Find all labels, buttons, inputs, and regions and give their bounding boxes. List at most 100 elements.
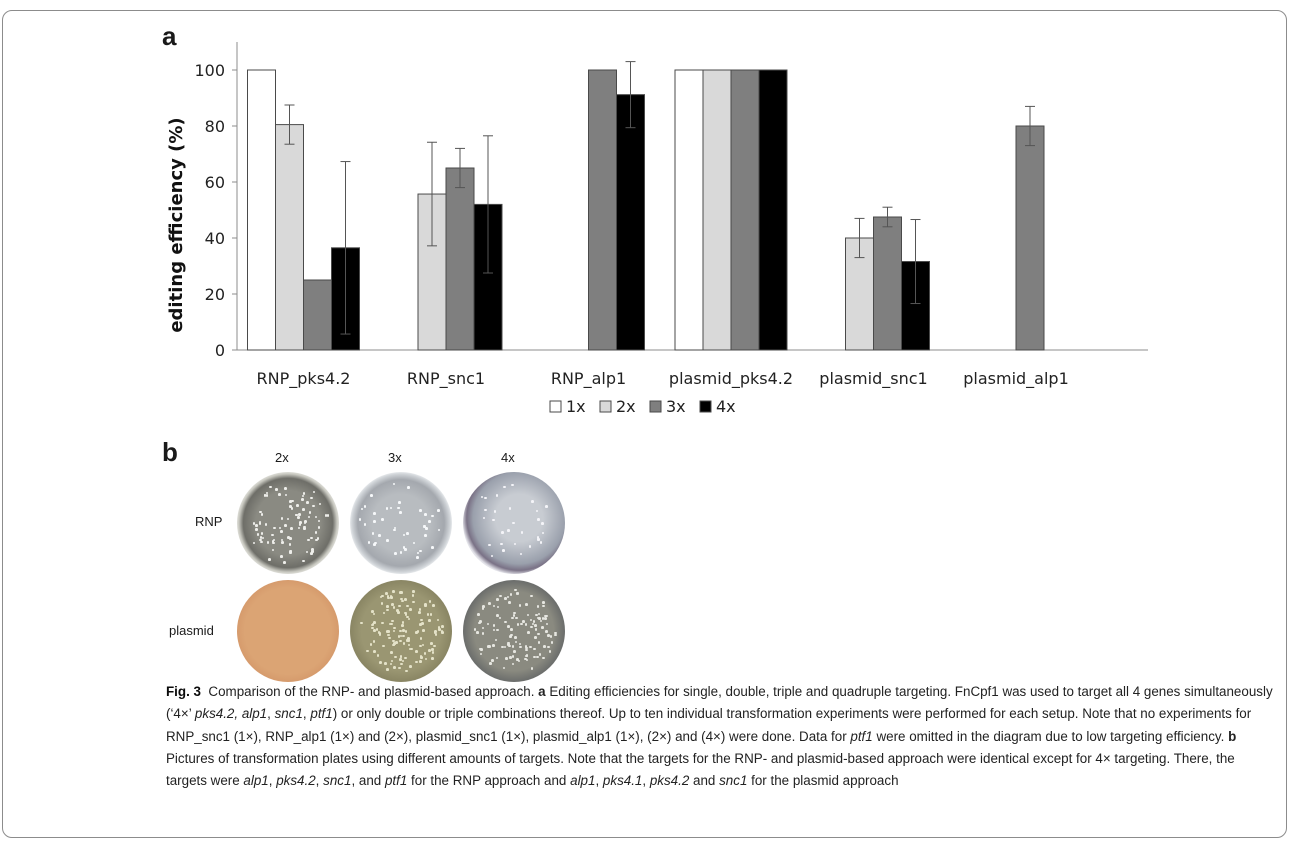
- colony-dot: [481, 605, 485, 608]
- colony-dot: [488, 602, 491, 605]
- colony-dot: [405, 639, 409, 642]
- colony-dot: [289, 550, 292, 553]
- colony-dot: [431, 648, 435, 651]
- colony-dot: [550, 641, 554, 644]
- colony-dot: [545, 505, 548, 508]
- colony-dot: [263, 494, 267, 497]
- colony-dot: [419, 623, 422, 626]
- colony-dot: [315, 538, 318, 542]
- legend-entry: 1x: [566, 397, 586, 416]
- caption-gene: snc1: [274, 706, 303, 722]
- colony-dot: [397, 635, 401, 638]
- colony-dot: [411, 593, 415, 597]
- colony-dot: [548, 650, 552, 653]
- colony-dot: [393, 528, 396, 532]
- colony-dot: [425, 526, 428, 530]
- colony-dot: [286, 517, 290, 521]
- colony-dot: [541, 617, 545, 620]
- colony-dot: [415, 650, 418, 654]
- colony-dot: [424, 534, 428, 538]
- colony-dot: [258, 522, 262, 526]
- colony-dot: [549, 635, 553, 639]
- colony-dot: [366, 649, 369, 653]
- colony-dot: [511, 616, 514, 620]
- colony-dot: [373, 629, 376, 633]
- colony-dot: [399, 511, 402, 514]
- colony-dot: [498, 616, 502, 620]
- colony-dot: [392, 482, 396, 486]
- plate-row-label: plasmid: [169, 623, 214, 638]
- colony-dot: [499, 594, 503, 598]
- colony-dot: [388, 622, 392, 626]
- colony-dot: [492, 604, 496, 608]
- colony-dot: [399, 629, 403, 633]
- colony-dot: [423, 652, 427, 655]
- colony-dot: [397, 506, 400, 510]
- colony-dot: [295, 513, 298, 517]
- colony-dot: [431, 651, 435, 654]
- colony-dot: [537, 612, 541, 616]
- colony-dot: [407, 639, 410, 642]
- colony-dot: [400, 624, 404, 627]
- colony-dot: [389, 506, 393, 510]
- colony-dot: [264, 523, 268, 526]
- plate-photo-rnp-4x: [463, 472, 565, 574]
- colony-dot: [256, 533, 260, 536]
- colony-dot: [547, 634, 551, 637]
- colony-dot: [478, 621, 481, 625]
- x-tick-label: RNP_snc1: [407, 369, 485, 389]
- colony-dot: [307, 515, 311, 519]
- colony-dot: [434, 630, 437, 633]
- colony-dot: [494, 638, 498, 642]
- colony-dot: [298, 513, 302, 516]
- colony-dot: [508, 601, 511, 604]
- colony-dot: [416, 630, 420, 633]
- colony-dot: [525, 658, 529, 662]
- colony-dot: [288, 543, 292, 546]
- colony-dot: [428, 519, 431, 523]
- caption-panel-b: b: [1228, 728, 1237, 744]
- colony-dot: [518, 604, 522, 607]
- colony-dot: [388, 636, 391, 640]
- colony-dot: [363, 523, 367, 527]
- colony-dot: [406, 532, 409, 535]
- bar: [674, 69, 704, 351]
- colony-dot: [542, 656, 546, 660]
- colony-dot: [438, 628, 441, 632]
- colony-dot: [314, 531, 318, 534]
- colony-dot: [431, 546, 434, 549]
- colony-dot: [385, 592, 388, 596]
- colony-dot: [317, 519, 321, 523]
- colony-dot: [376, 653, 380, 657]
- caption-gene: snc1: [323, 773, 352, 789]
- colony-dot: [508, 644, 511, 648]
- colony-dot: [403, 656, 407, 660]
- colony-dot: [306, 501, 309, 504]
- colony-dot: [429, 613, 433, 616]
- colony-dot: [271, 533, 274, 537]
- colony-dot: [441, 631, 444, 634]
- colony-dot: [259, 510, 262, 514]
- colony-dot: [516, 592, 520, 595]
- colony-dot: [299, 520, 302, 524]
- colony-dot: [528, 545, 532, 549]
- colony-dot: [394, 655, 397, 659]
- legend-swatch: [549, 400, 562, 413]
- caption-text: for the plasmid approach: [751, 773, 899, 789]
- colony-dot: [511, 645, 515, 648]
- colony-dot: [402, 546, 406, 549]
- colony-dot: [506, 595, 510, 599]
- colony-dot: [392, 590, 396, 593]
- y-tick-label: 40: [205, 229, 225, 248]
- x-tick-label: RNP_alp1: [551, 369, 626, 389]
- colony-dot: [255, 524, 258, 527]
- colony-dot: [526, 613, 530, 617]
- colony-dot: [392, 629, 396, 633]
- colony-dot: [554, 633, 557, 637]
- colony-dot: [545, 622, 549, 626]
- colony-dot: [479, 620, 483, 623]
- colony-dot: [510, 633, 513, 637]
- colony-dot: [525, 646, 528, 650]
- colony-dot: [378, 533, 381, 537]
- colony-dot: [496, 605, 500, 609]
